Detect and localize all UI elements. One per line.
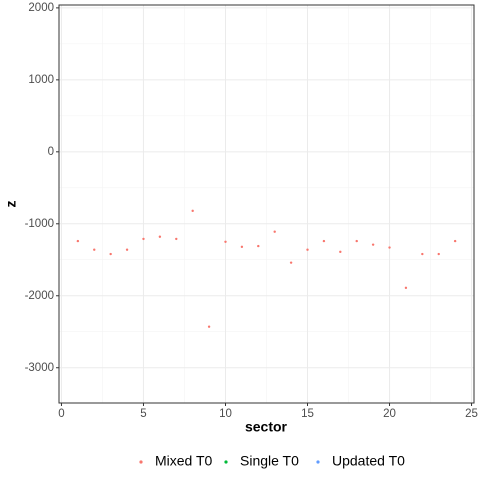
point: [388, 246, 391, 249]
point: [125, 248, 129, 251]
x-tick-label: 25: [465, 408, 478, 420]
x-tick-label: 10: [219, 408, 232, 420]
legend-text: Updated T0: [332, 453, 405, 469]
x-axis-title: sector: [245, 419, 288, 435]
legend-text: Single T0: [240, 453, 299, 469]
point: [224, 240, 227, 243]
y-tick-label: -2000: [25, 290, 54, 302]
point: [437, 252, 440, 256]
point: [158, 235, 162, 238]
point: [109, 252, 112, 256]
point: [191, 209, 194, 213]
legend-marker: [316, 460, 320, 464]
point: [453, 239, 457, 243]
point: [273, 230, 276, 233]
legend-marker: [139, 460, 143, 464]
legend-marker: [224, 460, 228, 464]
y-tick-label: 1000: [28, 74, 54, 86]
point: [240, 245, 244, 249]
y-tick-label: 0: [48, 146, 54, 158]
y-tick-label: 2000: [28, 2, 54, 14]
point: [93, 248, 96, 251]
point: [76, 239, 80, 243]
point: [339, 250, 342, 254]
x-tick-label: 20: [383, 408, 396, 420]
legend-text: Mixed T0: [155, 453, 213, 469]
x-tick-label: 0: [58, 408, 64, 420]
x-tick-label: 5: [140, 408, 146, 420]
x-tick-label: 15: [301, 408, 314, 420]
y-tick-label: -1000: [25, 218, 54, 230]
point: [404, 286, 408, 290]
y-axis-title: z: [3, 201, 19, 208]
point: [175, 237, 178, 241]
point: [289, 261, 293, 264]
point: [322, 239, 326, 243]
y-tick-label: -3000: [25, 362, 54, 374]
point: [207, 325, 211, 328]
point: [355, 239, 358, 243]
point: [257, 244, 260, 248]
point: [421, 252, 424, 256]
panel-border: [58, 4, 475, 404]
point: [142, 237, 145, 241]
point: [371, 243, 375, 246]
point: [306, 248, 309, 251]
